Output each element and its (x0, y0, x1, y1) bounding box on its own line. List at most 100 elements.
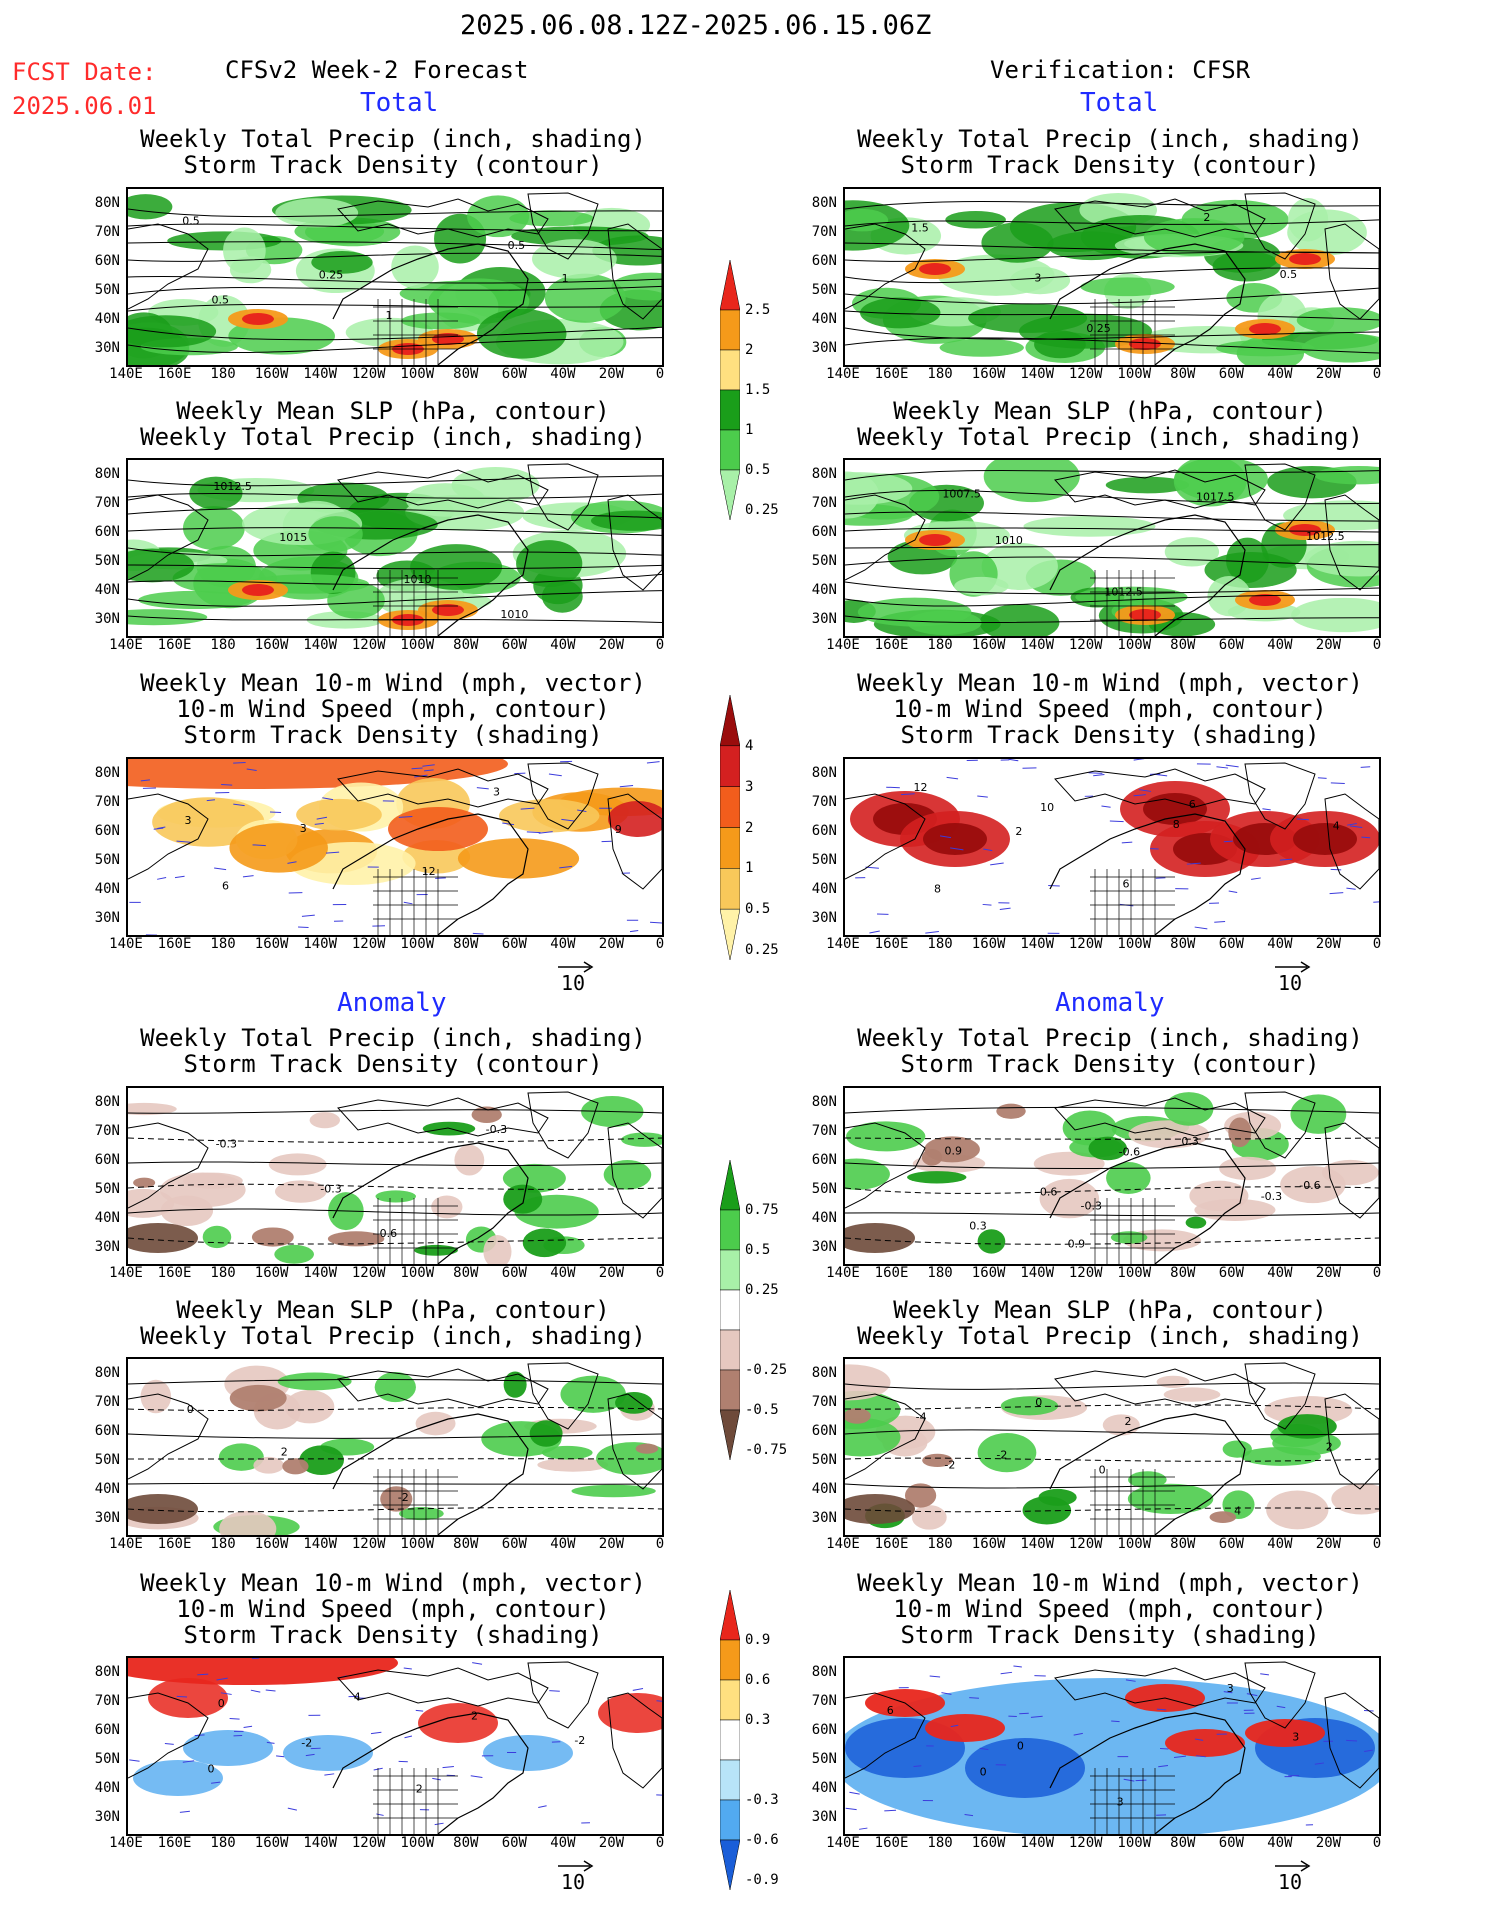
colorbar-segment (720, 1719, 740, 1761)
precip-shading (1249, 323, 1281, 335)
contour-line (128, 527, 662, 536)
precip-shading (1301, 333, 1379, 363)
anomaly-contour (845, 1212, 1379, 1217)
wind-vector (442, 1765, 454, 1769)
lat-tick-label: 60N (94, 823, 120, 839)
anomaly-contour (128, 1208, 662, 1216)
greenland-coast (527, 463, 599, 531)
forecast-map-3: 3 3 12 3 9 6 (126, 757, 664, 937)
contour-label: -0.3 (1081, 1200, 1102, 1213)
anomaly-shading (1290, 1094, 1347, 1134)
wind-vector (629, 930, 639, 933)
lon-tick-label: 60W (501, 1835, 527, 1851)
contour-label: 1010 (404, 573, 432, 586)
contour-label: 6 (1122, 878, 1129, 891)
lat-tick-label: 30N (94, 340, 120, 356)
lon-tick-label: 140W (1020, 1265, 1055, 1281)
contour-label: 4 (1234, 1505, 1241, 1518)
lon-tick-label: 140W (1020, 1835, 1055, 1851)
lon-tick-label: 20W (598, 1536, 625, 1552)
wind-vector (929, 1675, 941, 1678)
anomaly-shading (128, 1102, 177, 1116)
wind-vector (1314, 1762, 1324, 1765)
anomaly-contour (845, 1483, 1379, 1489)
wind-vector (946, 776, 959, 780)
arctic-islands (337, 198, 549, 238)
wind-vector (977, 795, 988, 798)
arctic-islands (337, 768, 549, 808)
precip-shading (907, 610, 982, 636)
storm-density-shading (498, 799, 600, 833)
contour-label: 12 (913, 781, 927, 794)
wind-vector (316, 816, 328, 820)
lon-tick-label: 140W (1020, 936, 1055, 952)
wind-vector (1373, 901, 1379, 903)
anomaly-shading (996, 1103, 1026, 1119)
anomaly-contour (128, 1237, 662, 1245)
wind-vector (549, 1690, 560, 1692)
contour-label: 2 (1015, 825, 1022, 838)
colorbar-label: 2 (745, 819, 754, 836)
contour-label: 0.25 (1086, 322, 1111, 335)
lon-tick-label: 140E (109, 936, 143, 952)
contour-line (128, 276, 662, 284)
colorbar-segment (720, 695, 740, 747)
arctic-islands (1054, 1667, 1266, 1707)
lon-tick-label: 180 (927, 1265, 953, 1281)
colorbar-label: 0.25 (745, 1282, 779, 1298)
lon-tick-label: 0 (655, 1835, 665, 1851)
wind-vector (1360, 766, 1371, 768)
wind-vector (229, 1718, 240, 1720)
contour-label: 4 (354, 1690, 361, 1703)
forecast-panel-title-6: Weekly Mean 10-m Wind (mph, vector) 10-m … (116, 1570, 670, 1648)
wind-vector (1347, 823, 1357, 826)
contour-label: 1015 (279, 531, 307, 544)
wind-vector (925, 931, 939, 934)
wind-vector (1349, 825, 1363, 828)
contour-line (845, 267, 1379, 284)
vector-reference-arrow (1275, 961, 1311, 973)
lat-tick-label: 30N (811, 1809, 837, 1825)
lon-tick-label: 100W (1117, 1536, 1152, 1552)
lon-tick-label: 180 (927, 366, 953, 382)
precip-shading (242, 584, 274, 596)
lon-tick-label: 0 (1372, 1265, 1382, 1281)
lon-tick-label: 20W (1315, 1265, 1342, 1281)
contour-label: 1 (385, 309, 392, 322)
wind-vector (415, 1709, 424, 1712)
anomaly-contour (845, 1404, 1379, 1410)
wind-vector (1133, 794, 1146, 797)
contour-line (845, 251, 1379, 262)
lon-tick-label: 160W (971, 1536, 1006, 1552)
precip-shading (1129, 338, 1161, 350)
map-plot: 0 2 -2 (128, 1362, 662, 1535)
left-total-heading: Total (360, 88, 439, 118)
verification-map-2: 1007.5 1010 1012.5 1017.5 1012.5 (843, 458, 1381, 638)
verification-panel-title-3: Weekly Mean 10-m Wind (mph, vector) 10-m … (833, 670, 1387, 748)
contour-label: 6 (1189, 798, 1196, 811)
wind-vector (538, 1805, 547, 1809)
wind-vector (1154, 773, 1168, 777)
colorbar-segment (720, 1369, 740, 1411)
anomaly-contour (845, 1137, 1379, 1140)
lat-tick-label: 70N (811, 495, 837, 511)
lon-tick-label: 40W (1267, 366, 1293, 382)
anomaly-shading (1264, 1395, 1353, 1425)
wind-vector (561, 818, 575, 822)
greenland-coast (1244, 463, 1316, 531)
vector-reference-label: 10 (561, 971, 586, 995)
precip-shading (544, 273, 626, 323)
lon-tick-label: 140E (826, 1536, 860, 1552)
lat-tick-label: 70N (94, 495, 120, 511)
wind-vector (252, 844, 266, 847)
contour-label: 0.9 (945, 1145, 963, 1158)
lon-tick-label: 140E (109, 1835, 143, 1851)
contour-label: 0 (208, 1762, 215, 1775)
anomaly-shading (1110, 1231, 1148, 1244)
storm-anomaly-shading (133, 1760, 223, 1796)
lat-tick-label: 30N (94, 1809, 120, 1825)
lon-tick-label: 100W (400, 637, 435, 653)
colorbar-storm_anom (720, 1590, 740, 1890)
greenland-coast (1244, 1091, 1316, 1159)
lon-tick-label: 160W (971, 1835, 1006, 1851)
